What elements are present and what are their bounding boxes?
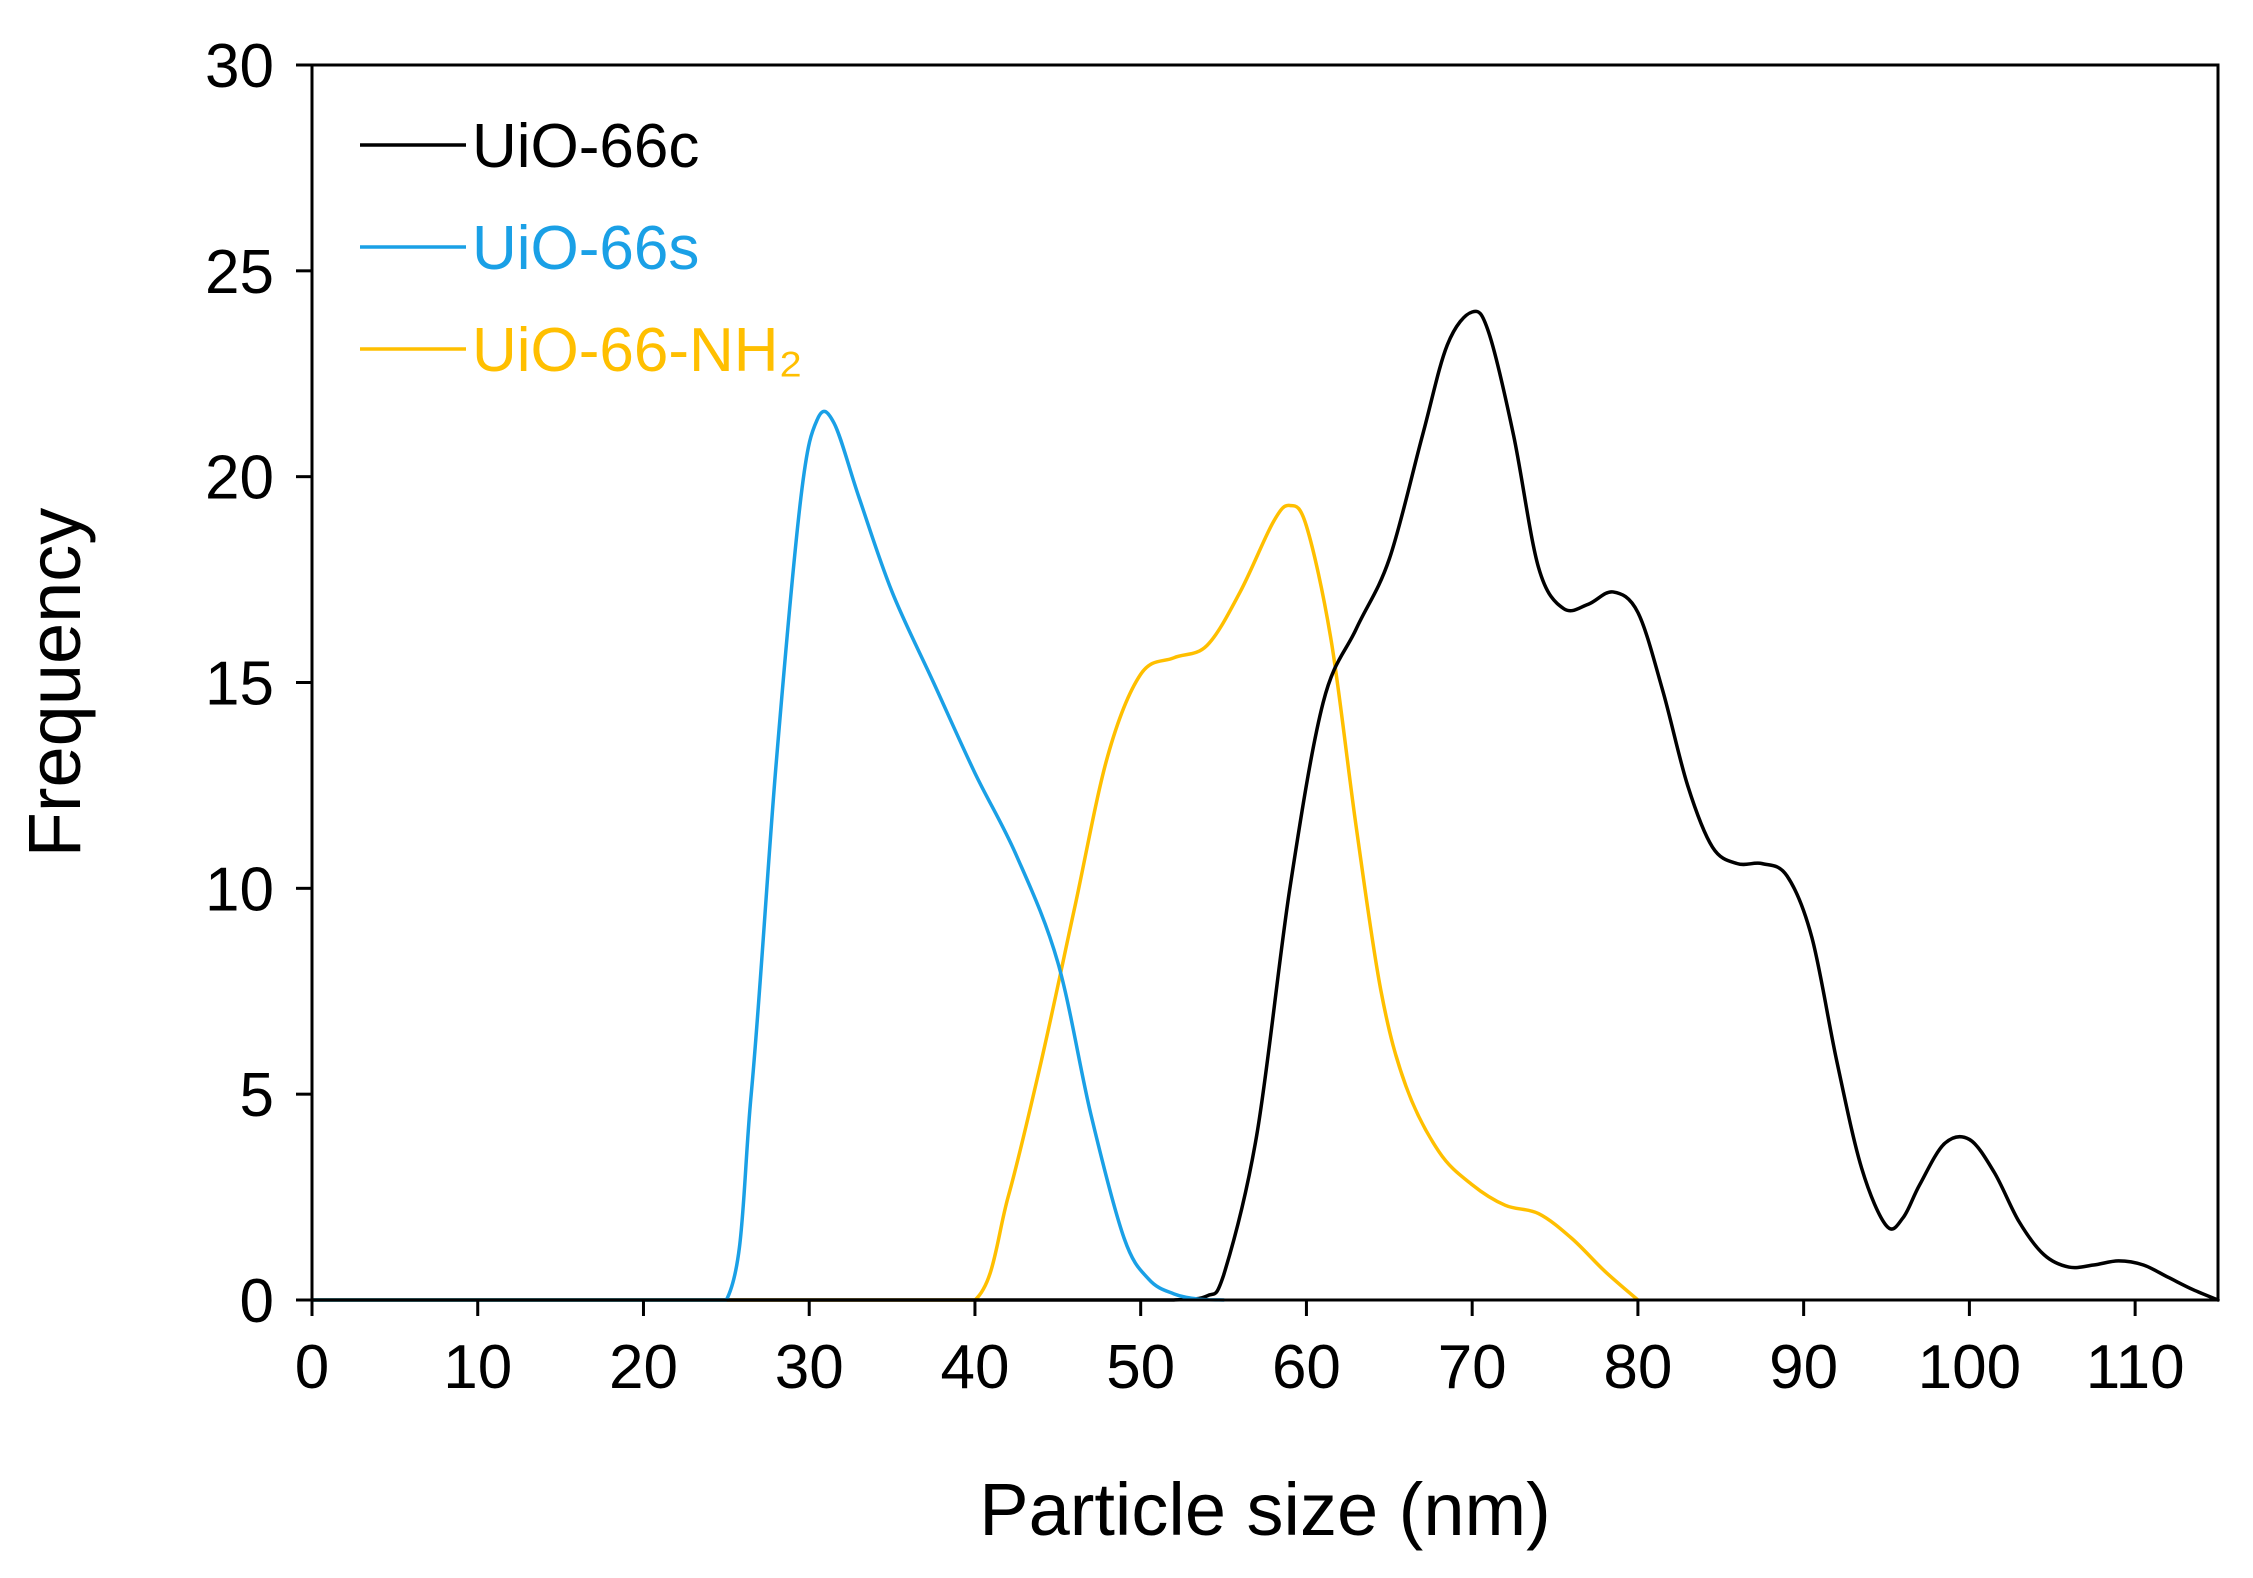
x-tick-label-10: 10	[443, 1333, 512, 1402]
y-tick-label-5: 5	[240, 1061, 274, 1130]
legend-label-1: UiO-66s	[472, 214, 699, 283]
x-tick-label-0: 0	[295, 1333, 329, 1402]
legend-label-0: UiO-66c	[472, 112, 699, 181]
y-axis-title: Frequency	[13, 508, 96, 858]
x-tick-label-100: 100	[1918, 1333, 2021, 1402]
x-axis: 0 10 20 30 40 50 60 70 80 90 100 110	[295, 1300, 2185, 1402]
x-tick-label-50: 50	[1106, 1333, 1175, 1402]
y-tick-label-20: 20	[205, 444, 274, 513]
x-tick-label-60: 60	[1272, 1333, 1341, 1402]
x-tick-label-70: 70	[1438, 1333, 1507, 1402]
y-tick-label-30: 30	[205, 32, 274, 101]
x-tick-label-90: 90	[1769, 1333, 1838, 1402]
legend: UiO-66c UiO-66s UiO-66-NH₂	[360, 112, 803, 385]
y-axis: 0 5 10 15 20 25 30	[205, 32, 312, 1336]
y-tick-label-15: 15	[205, 650, 274, 719]
series-line-uio-66s	[310, 409, 1226, 1302]
x-tick-label-20: 20	[609, 1333, 678, 1402]
x-tick-label-110: 110	[2086, 1333, 2185, 1402]
x-tick-label-40: 40	[940, 1333, 1009, 1402]
series-layer	[310, 309, 2220, 1302]
x-tick-label-80: 80	[1603, 1333, 1672, 1402]
x-axis-title: Particle size (nm)	[979, 1468, 1551, 1551]
series-line-uio-66c	[310, 309, 2220, 1302]
y-tick-label-10: 10	[205, 855, 274, 924]
x-tick-label-30: 30	[775, 1333, 844, 1402]
legend-label-2: UiO-66-NH₂	[472, 316, 803, 385]
y-tick-label-25: 25	[205, 238, 274, 307]
series-line-uio-66-nh	[310, 503, 1640, 1302]
y-tick-label-0: 0	[240, 1267, 274, 1336]
